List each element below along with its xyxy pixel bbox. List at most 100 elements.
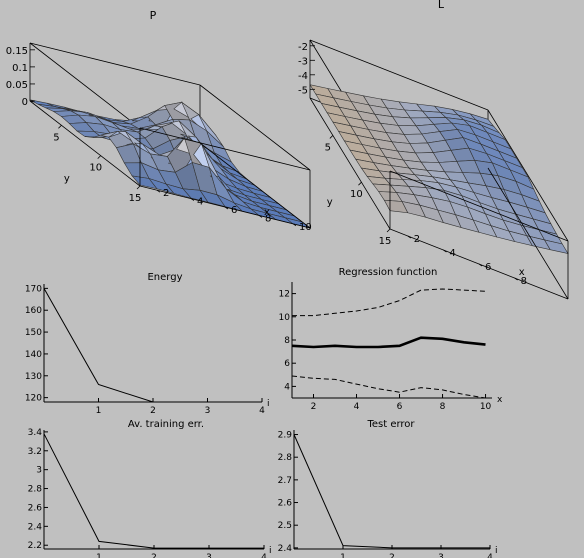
- y-tick: [97, 155, 101, 159]
- z-tick-label: 0.15: [6, 46, 28, 57]
- chart-regression-function: Regression function 2 4 6 8 10 x 4 6 8 10 12: [279, 267, 503, 412]
- chart-title: Regression function: [339, 267, 438, 278]
- y-tick-label: 3.4: [28, 428, 43, 438]
- y-tick-label: 10: [279, 313, 291, 323]
- surface-title: P: [150, 9, 157, 22]
- box-edge: [389, 170, 569, 242]
- x-tick: [258, 215, 263, 218]
- x-tick-label: 2: [389, 553, 395, 558]
- x-tick: [478, 263, 483, 267]
- y-tick-label: 10: [350, 189, 363, 200]
- series-line: [43, 288, 262, 403]
- box-edge: [29, 100, 141, 187]
- x-tick-label: 1: [96, 553, 102, 558]
- chart-training-error: Av. training err. 1 2 3 4i 2.2 2.4 2.6 2.8 3 3.2 3…: [28, 419, 272, 558]
- y-tick-label: 8: [284, 336, 290, 346]
- y-tick-label: 130: [25, 372, 42, 382]
- x-tick: [224, 206, 229, 210]
- y-tick-label: 5: [53, 132, 59, 143]
- y-axis-label: y: [327, 197, 333, 208]
- box-edge: [29, 42, 141, 129]
- chart-energy: Energy 1 2 3 4i 120 130 140 150 160 170: [25, 272, 270, 416]
- y-tick-label: 3: [36, 466, 42, 476]
- x-tick-label: 3: [206, 553, 212, 558]
- x-axis-label: i: [495, 546, 498, 556]
- x-tick-label: 1: [96, 406, 102, 416]
- y-tick-label: 5: [325, 142, 331, 153]
- box-edge: [139, 127, 311, 171]
- y-tick: [329, 135, 334, 139]
- chart-title: Av. training err.: [128, 419, 204, 430]
- y-tick-label: 2.6: [278, 499, 293, 509]
- series-line: [43, 433, 264, 549]
- x-tick-label: 2: [150, 406, 156, 416]
- y-tick-label: 2.8: [278, 453, 293, 463]
- x-tick-label: 4: [449, 248, 455, 259]
- z-tick-label: 0.1: [12, 63, 28, 74]
- confidence-band-line: [291, 375, 486, 399]
- y-tick-label: 12: [279, 290, 290, 300]
- y-tick-label: 170: [25, 284, 42, 294]
- chart-title: Energy: [147, 272, 182, 283]
- x-tick: [190, 198, 195, 201]
- x-tick-label: 4: [197, 197, 203, 208]
- x-tick-label: 3: [438, 553, 444, 558]
- box-edge: [309, 97, 391, 230]
- z-tick-label: 0.05: [6, 80, 28, 91]
- x-tick-label: 6: [397, 402, 403, 412]
- box-edge: [309, 39, 489, 111]
- y-tick-label: 4: [284, 382, 290, 392]
- y-tick-label: 2.2: [28, 541, 42, 551]
- x-axis-label: x: [519, 267, 525, 278]
- x-tick-label: 4: [261, 553, 267, 558]
- y-tick: [58, 125, 62, 129]
- chart-title: Test error: [366, 419, 415, 430]
- series-line: [293, 434, 490, 549]
- x-tick-label: 8: [521, 276, 527, 287]
- x-tick-label: 10: [480, 402, 492, 412]
- y-tick-label: 15: [129, 193, 142, 204]
- x-tick-label: 6: [485, 262, 491, 273]
- chart-test-error: Test error 1 2 3 4i 2.4 2.5 2.6 2.7 2.8 2.9: [278, 419, 498, 558]
- y-tick-label: 2.4: [28, 522, 43, 532]
- z-tick-label: -3: [298, 56, 308, 67]
- x-tick-label: 8: [440, 402, 446, 412]
- confidence-band-line: [292, 288, 486, 317]
- y-tick-label: 140: [25, 350, 42, 360]
- x-axis-label: i: [269, 546, 272, 556]
- z-tick-label: 0: [22, 97, 28, 108]
- x-tick-label: 4: [259, 406, 265, 416]
- x-tick: [407, 235, 412, 239]
- surface-plot-l: L -5 -4 -3 -2 5 10 15 y 2 4 6 8x: [298, 0, 569, 300]
- x-tick-label: 4: [354, 402, 360, 412]
- z-tick-label: -5: [298, 85, 308, 96]
- box-edge: [199, 84, 311, 171]
- series-line: [291, 336, 486, 349]
- y-tick-label: 15: [379, 236, 392, 247]
- x-axis-label: x: [497, 395, 503, 405]
- x-tick-label: 2: [414, 234, 420, 245]
- x-tick-label: 4: [487, 553, 493, 558]
- surface-title: L: [438, 0, 445, 11]
- y-tick: [358, 181, 362, 186]
- y-tick-label: 2.6: [28, 503, 43, 513]
- y-axis-label: y: [64, 174, 70, 185]
- y-tick-label: 160: [25, 306, 42, 316]
- y-tick: [136, 185, 141, 190]
- x-tick-label: 3: [205, 406, 211, 416]
- x-tick: [156, 189, 161, 193]
- y-tick-label: 6: [284, 359, 290, 369]
- y-tick-label: 2.9: [278, 431, 293, 441]
- surface-plot-p: P 0 0.05 0.1 0.15 5 10 15 y 2 4 6 8 10 x: [6, 9, 312, 233]
- box-edge: [487, 109, 569, 242]
- x-tick-label: 2: [311, 402, 317, 412]
- y-tick-label: 2.8: [28, 485, 43, 495]
- x-tick: [443, 249, 447, 253]
- x-tick: [514, 277, 518, 281]
- box-edge: [199, 142, 311, 229]
- y-tick-label: 120: [25, 394, 42, 404]
- x-tick-label: 2: [163, 188, 169, 199]
- y-tick-label: 2.7: [278, 476, 292, 486]
- x-tick-label: 2: [151, 553, 157, 558]
